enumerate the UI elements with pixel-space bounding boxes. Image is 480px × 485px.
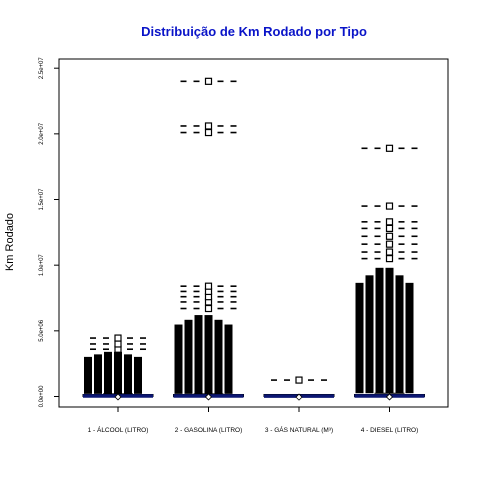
outlier-cluster [94,354,102,394]
outlier-marker [385,144,394,152]
y-axis: 0.0e+00 5.0e+06 1.0e+07 1.5e+07 2.0e+07 2.5e+… [39,57,60,408]
outlier-cluster [375,267,384,394]
outlier-cluster [184,319,193,394]
y-tick-label: 1.5e+07 [39,188,45,211]
mean-marker [204,393,213,401]
outlier-marker [204,122,213,130]
x-axis: 1 - ÁLCOOL (LITRO) 2 - GASOLINA (LITRO) 3 … [88,406,419,434]
outlier-marker [204,128,213,137]
outlier-cluster [134,356,142,394]
x-tick-label: 1 - ÁLCOOL (LITRO) [88,425,149,434]
outlier-marker [114,334,122,342]
outlier-marker [295,376,303,384]
box-group [263,376,335,401]
outlier-marker [204,77,213,85]
box-group [82,334,154,401]
outlier-marker [385,202,394,210]
outlier-marker [114,340,122,348]
y-tick-label: 2.0e+07 [39,122,45,145]
x-tick-label: 3 - GÁS NATURAL (M³) [265,425,333,434]
outlier-marker [385,248,394,256]
outlier-marker [385,255,394,263]
chart-title: Distribuição de Km Rodado por Tipo [141,24,367,39]
outlier-cluster [365,275,374,394]
boxes-group [82,77,425,401]
outlier-marker [385,240,394,248]
outlier-cluster [114,351,122,394]
outlier-cluster [124,354,132,394]
y-axis-label: Km Rodado [4,213,16,271]
outlier-cluster [405,282,414,394]
x-tick-label: 2 - GASOLINA (LITRO) [175,427,243,434]
box-group [173,77,244,401]
outlier-cluster [104,351,112,394]
y-tick-label: 1.0e+07 [39,254,45,277]
outlier-marker [204,282,213,290]
outlier-marker [204,304,213,313]
y-tick-label: 5.0e+06 [39,319,45,342]
outlier-cluster [84,356,92,394]
outlier-marker [385,232,394,240]
outlier-cluster [385,267,394,394]
y-tick-label: 0.0e+00 [39,385,45,408]
box-group [354,144,425,401]
outlier-cluster [174,324,183,394]
mean-marker [295,393,303,401]
outlier-cluster [224,324,233,394]
mean-marker [385,393,394,401]
outlier-cluster [355,282,364,394]
outlier-marker [385,218,394,226]
outlier-cluster [204,315,213,394]
x-tick-label: 4 - DIESEL (LITRO) [361,427,419,434]
outlier-cluster [395,275,404,394]
y-tick-label: 2.5e+07 [39,57,45,80]
mean-marker [114,393,122,401]
outlier-cluster [194,315,203,394]
outlier-marker [385,224,394,233]
outlier-cluster [214,319,223,394]
